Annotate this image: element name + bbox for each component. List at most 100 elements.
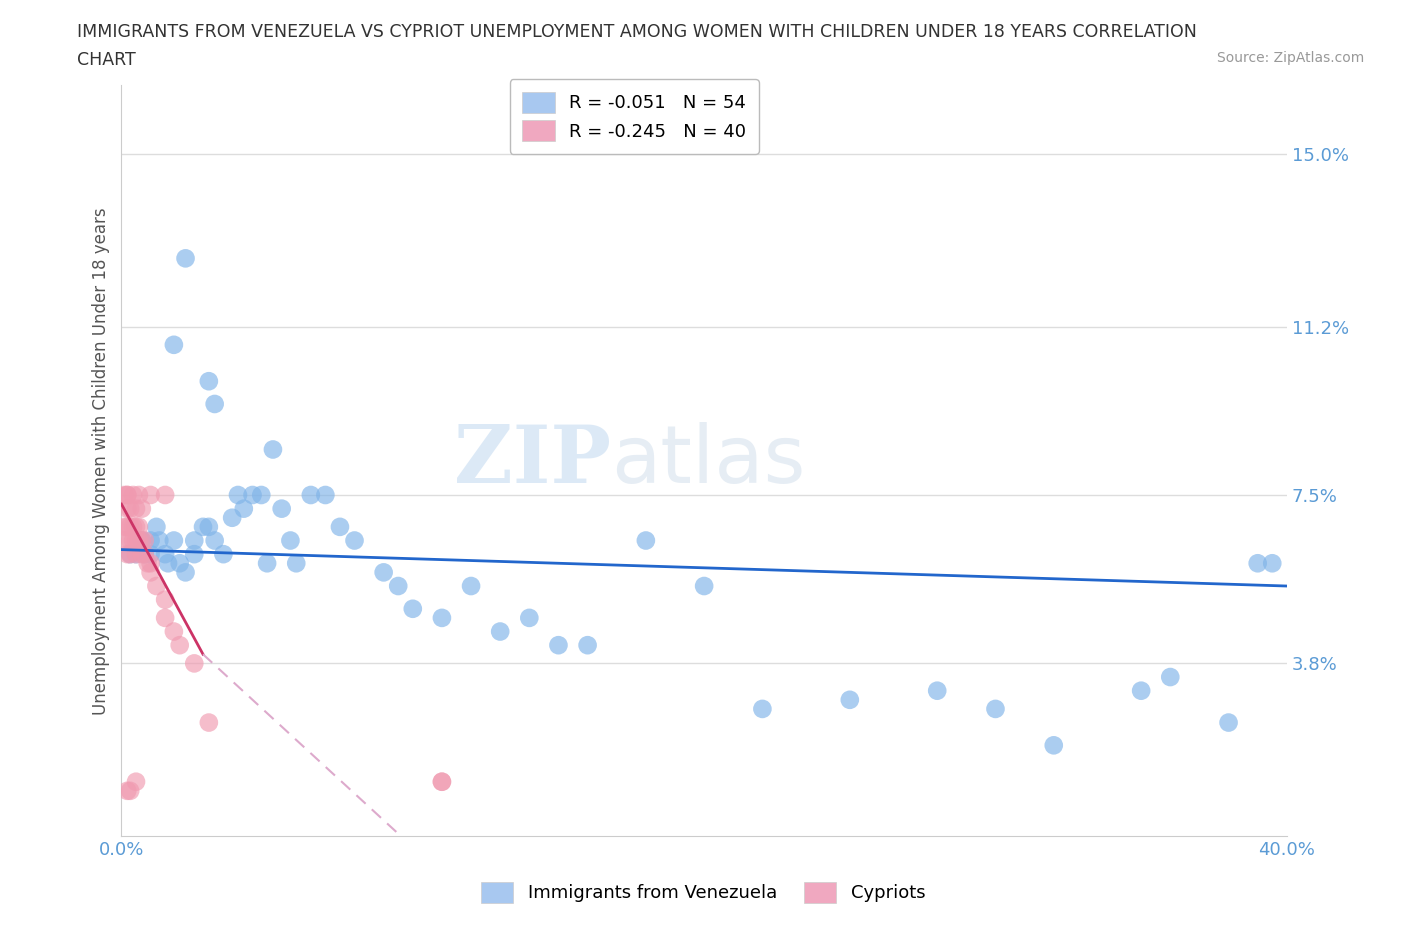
Legend: R = -0.051   N = 54, R = -0.245   N = 40: R = -0.051 N = 54, R = -0.245 N = 40 bbox=[509, 79, 759, 153]
Point bbox=[131, 533, 153, 548]
Point bbox=[131, 547, 153, 562]
Point bbox=[112, 533, 135, 548]
Point bbox=[489, 624, 512, 639]
Point bbox=[402, 602, 425, 617]
Point bbox=[125, 501, 148, 516]
Point bbox=[112, 487, 135, 502]
Point bbox=[117, 547, 139, 562]
Y-axis label: Unemployment Among Women with Children Under 18 years: Unemployment Among Women with Children U… bbox=[93, 207, 110, 714]
Point bbox=[120, 501, 142, 516]
Point bbox=[120, 520, 142, 535]
Point bbox=[163, 533, 186, 548]
Point bbox=[125, 547, 148, 562]
Point bbox=[1159, 670, 1181, 684]
Point bbox=[153, 547, 176, 562]
Point bbox=[139, 556, 162, 571]
Point bbox=[242, 487, 264, 502]
Point bbox=[117, 487, 139, 502]
Point bbox=[204, 396, 226, 411]
Point bbox=[232, 501, 254, 516]
Point bbox=[117, 487, 139, 502]
Point bbox=[984, 701, 1007, 716]
Point bbox=[120, 547, 142, 562]
Point bbox=[163, 624, 186, 639]
Point bbox=[183, 533, 205, 548]
Point bbox=[280, 533, 302, 548]
Point bbox=[262, 442, 284, 457]
Point bbox=[120, 533, 142, 548]
Point bbox=[693, 578, 716, 593]
Point bbox=[198, 374, 221, 389]
Point bbox=[285, 556, 308, 571]
Point bbox=[314, 487, 336, 502]
Point bbox=[139, 487, 162, 502]
Point bbox=[221, 511, 243, 525]
Point bbox=[131, 533, 153, 548]
Point bbox=[430, 610, 453, 625]
Point bbox=[927, 684, 949, 698]
Point bbox=[198, 520, 221, 535]
Point bbox=[250, 487, 273, 502]
Point bbox=[139, 565, 162, 579]
Point bbox=[1218, 715, 1240, 730]
Point bbox=[634, 533, 657, 548]
Point bbox=[136, 556, 159, 571]
Text: CHART: CHART bbox=[77, 51, 136, 69]
Point bbox=[460, 578, 482, 593]
Point bbox=[125, 520, 148, 535]
Point bbox=[256, 556, 278, 571]
Legend: Immigrants from Venezuela, Cypriots: Immigrants from Venezuela, Cypriots bbox=[471, 872, 935, 911]
Point bbox=[329, 520, 352, 535]
Point bbox=[576, 638, 599, 653]
Point bbox=[1261, 556, 1284, 571]
Point bbox=[153, 487, 176, 502]
Point bbox=[191, 520, 214, 535]
Point bbox=[226, 487, 249, 502]
Point bbox=[122, 487, 145, 502]
Point bbox=[139, 547, 162, 562]
Point bbox=[169, 556, 191, 571]
Point bbox=[1042, 737, 1064, 752]
Point bbox=[174, 565, 197, 579]
Point bbox=[128, 520, 150, 535]
Point bbox=[157, 556, 180, 571]
Point bbox=[122, 520, 145, 535]
Point bbox=[387, 578, 409, 593]
Point bbox=[517, 610, 540, 625]
Point bbox=[204, 533, 226, 548]
Point bbox=[299, 487, 322, 502]
Text: IMMIGRANTS FROM VENEZUELA VS CYPRIOT UNEMPLOYMENT AMONG WOMEN WITH CHILDREN UNDE: IMMIGRANTS FROM VENEZUELA VS CYPRIOT UNE… bbox=[77, 23, 1197, 41]
Point bbox=[1247, 556, 1270, 571]
Point bbox=[183, 656, 205, 671]
Text: Source: ZipAtlas.com: Source: ZipAtlas.com bbox=[1216, 51, 1364, 65]
Point bbox=[125, 775, 148, 790]
Point bbox=[120, 783, 142, 798]
Point bbox=[139, 533, 162, 548]
Point bbox=[153, 592, 176, 607]
Text: atlas: atlas bbox=[610, 422, 806, 499]
Point bbox=[117, 520, 139, 535]
Point bbox=[838, 692, 860, 707]
Point bbox=[134, 547, 156, 562]
Point bbox=[270, 501, 292, 516]
Point bbox=[430, 775, 453, 790]
Point bbox=[373, 565, 395, 579]
Point bbox=[128, 533, 150, 548]
Point bbox=[430, 775, 453, 790]
Point bbox=[343, 533, 366, 548]
Point bbox=[547, 638, 569, 653]
Point bbox=[153, 610, 176, 625]
Point bbox=[174, 251, 197, 266]
Point bbox=[169, 638, 191, 653]
Point bbox=[134, 533, 156, 548]
Point bbox=[112, 520, 135, 535]
Point bbox=[128, 487, 150, 502]
Point bbox=[198, 715, 221, 730]
Point bbox=[125, 533, 148, 548]
Point bbox=[134, 547, 156, 562]
Point bbox=[183, 547, 205, 562]
Point bbox=[117, 783, 139, 798]
Point bbox=[163, 338, 186, 352]
Text: ZIP: ZIP bbox=[454, 422, 610, 499]
Point bbox=[131, 501, 153, 516]
